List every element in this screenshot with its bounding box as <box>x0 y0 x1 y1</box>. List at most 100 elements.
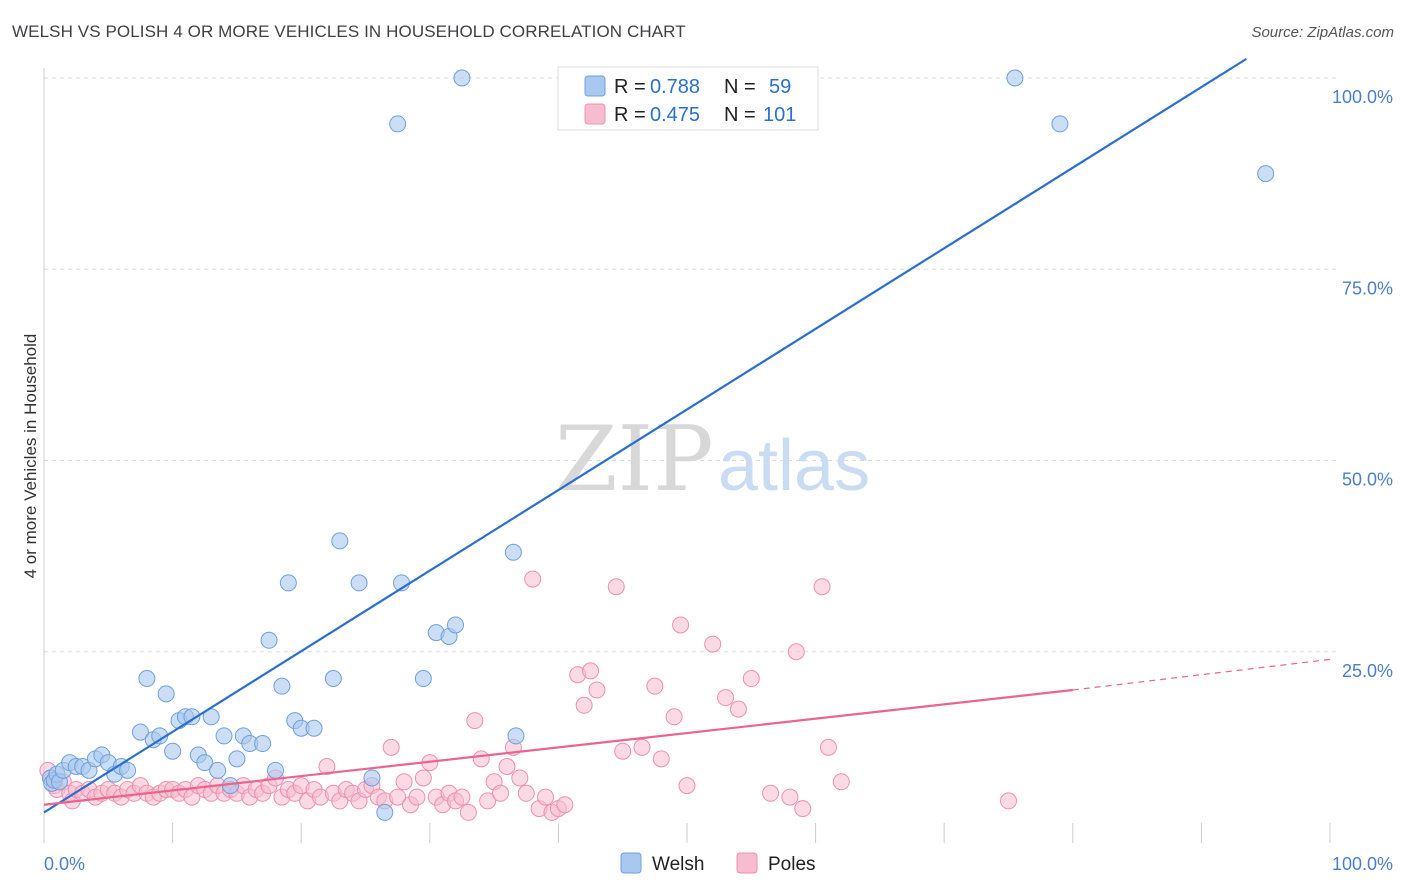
poles-point <box>819 738 837 756</box>
x-tick-label: 100.0% <box>1332 854 1393 874</box>
bottom-legend: Welsh Poles <box>620 852 816 875</box>
poles-point <box>414 769 432 787</box>
welsh-point <box>331 532 349 550</box>
welsh-point <box>504 543 522 561</box>
legend-welsh-n: 59 <box>769 76 791 98</box>
poles-point <box>395 773 413 791</box>
poles-point <box>556 796 574 814</box>
poles-point <box>1000 792 1017 810</box>
welsh-point <box>389 115 407 133</box>
chart-title: WELSH VS POLISH 4 OR MORE VEHICLES IN HO… <box>12 22 686 41</box>
welsh-point <box>183 708 201 726</box>
welsh-point <box>447 616 465 634</box>
grid-lines <box>43 68 1340 843</box>
y-tick-label: 75.0% <box>1342 278 1393 298</box>
poles-trend-line-extension <box>1072 658 1331 691</box>
legend-welsh-r: 0.788 <box>650 76 700 98</box>
poles-point <box>492 784 510 802</box>
bottom-legend-poles-label: Poles <box>768 854 816 875</box>
trend-lines <box>43 57 1331 814</box>
watermark-atlas: atlas <box>718 426 870 506</box>
welsh-point <box>1257 165 1275 183</box>
bottom-legend-poles-swatch <box>736 852 758 874</box>
poles-trend-line <box>43 688 1073 806</box>
welsh-point <box>363 769 381 787</box>
welsh-point <box>260 631 278 649</box>
welsh-point <box>1051 115 1069 133</box>
poles-point <box>762 784 780 802</box>
poles-point <box>575 696 593 714</box>
welsh-point <box>209 761 227 779</box>
legend-poles-n: 101 <box>763 104 796 126</box>
welsh-point <box>453 69 471 87</box>
poles-point <box>537 788 555 806</box>
poles-point <box>607 578 625 596</box>
watermark: ZIP atlas <box>555 407 870 512</box>
poles-point <box>382 738 400 756</box>
poles-point <box>466 712 484 730</box>
welsh-point <box>196 754 214 772</box>
welsh-point <box>376 803 394 821</box>
poles-point <box>672 616 690 634</box>
poles-point <box>678 777 696 795</box>
y-axis-title: 4 or more Vehicles in Household <box>21 334 40 579</box>
poles-point <box>459 803 477 821</box>
legend-poles-n-label: N = <box>724 104 756 126</box>
x-tick-label: 0.0% <box>44 854 85 874</box>
welsh-point <box>507 727 525 745</box>
poles-point <box>781 788 799 806</box>
legend-welsh-n-label: N = <box>724 76 756 98</box>
welsh-point <box>1006 69 1024 87</box>
welsh-point <box>305 719 323 737</box>
tick-labels: 25.0% 50.0% 75.0% 100.0% 0.0% 100.0% <box>44 87 1393 874</box>
poles-point <box>832 773 850 791</box>
welsh-point <box>215 727 233 745</box>
bottom-legend-welsh-label: Welsh <box>652 854 704 875</box>
welsh-point <box>164 742 182 760</box>
legend-poles-r: 0.475 <box>650 104 700 126</box>
poles-point <box>646 677 664 695</box>
poles-point <box>742 670 760 688</box>
y-tick-label: 100.0% <box>1332 87 1393 107</box>
poles-point <box>517 784 535 802</box>
welsh-point <box>119 761 137 779</box>
y-tick-label: 50.0% <box>1342 470 1393 490</box>
poles-point <box>389 788 407 806</box>
welsh-point <box>266 761 284 779</box>
poles-point <box>813 578 831 596</box>
welsh-point <box>131 723 149 741</box>
legend-poles-swatch <box>584 103 606 125</box>
welsh-trend-line <box>43 57 1247 814</box>
legend-poles-r-label: R = <box>614 104 646 126</box>
legend: R = 0.788 N = 59 R = 0.475 N = 101 <box>557 66 819 131</box>
poles-point <box>318 758 336 775</box>
welsh-point <box>350 574 368 592</box>
welsh-point <box>254 735 272 753</box>
legend-welsh-r-label: R = <box>614 76 646 98</box>
poles-point <box>717 689 735 707</box>
welsh-point <box>273 677 291 695</box>
poles-point <box>582 662 600 680</box>
poles-point <box>524 570 542 588</box>
welsh-point <box>138 670 156 688</box>
welsh-points <box>41 69 1275 821</box>
poles-point <box>787 643 805 661</box>
welsh-point <box>279 574 297 592</box>
poles-point <box>408 788 426 806</box>
watermark-zip: ZIP <box>555 407 714 512</box>
poles-point <box>498 758 516 775</box>
poles-point <box>614 742 632 760</box>
poles-point <box>704 635 722 653</box>
welsh-point <box>157 685 175 703</box>
legend-welsh-swatch <box>584 75 606 97</box>
poles-point <box>479 792 497 810</box>
poles-point <box>511 769 529 787</box>
source-credit: Source: ZipAtlas.com <box>1251 24 1394 41</box>
poles-points <box>39 570 1017 821</box>
poles-point <box>472 750 490 768</box>
poles-point <box>665 708 683 726</box>
poles-point <box>588 681 606 699</box>
welsh-point <box>414 670 432 688</box>
poles-point <box>729 700 747 718</box>
